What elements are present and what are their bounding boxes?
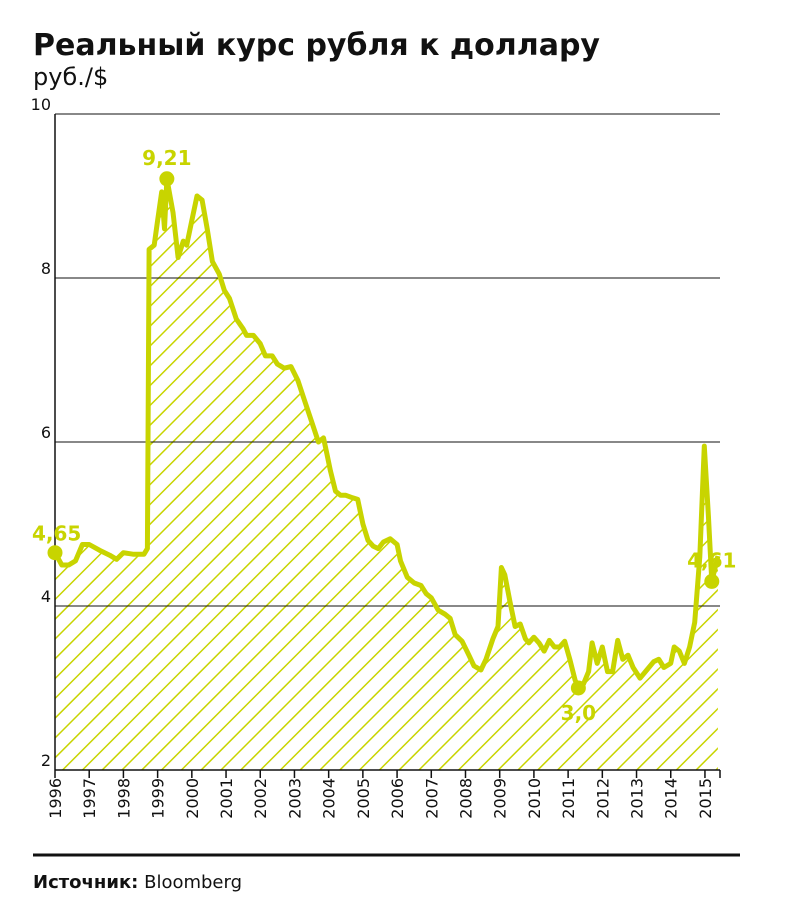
x-tick-label: 1999 [149, 778, 168, 819]
marker [704, 573, 720, 589]
x-tick-label: 2014 [662, 778, 681, 819]
x-tick-label: 1998 [114, 778, 133, 819]
chart-subtitle: руб./$ [33, 63, 108, 91]
x-tick-label: 1997 [80, 778, 99, 819]
x-tick-label: 2000 [183, 778, 202, 819]
y-tick-label: 6 [41, 423, 51, 442]
line [52, 176, 721, 691]
x-tick-label: 2004 [320, 778, 339, 819]
source: Источник: Bloomberg [33, 872, 242, 893]
value-label: 4,65 [32, 522, 81, 546]
x-tick-label: 2003 [285, 778, 304, 819]
x-tick-label: 2006 [388, 778, 407, 819]
y-tick-label: 8 [41, 259, 51, 278]
area [55, 178, 718, 771]
source-label: Источник: [33, 872, 138, 893]
chart-title: Реальный курс рубля к доллару [33, 28, 600, 63]
x-tick-label: 2001 [217, 778, 236, 819]
x-tick-label: 2008 [456, 778, 475, 819]
marker [159, 171, 175, 187]
x-tick-label: 2007 [422, 778, 441, 819]
marker [47, 545, 63, 561]
value-label: 3,0 [561, 701, 596, 725]
x-tick-label: 2002 [251, 778, 270, 819]
x-tick-label: 2012 [593, 778, 612, 819]
x-tick-label: 2013 [628, 778, 647, 819]
x-tick-label: 1996 [46, 778, 65, 819]
x-tick-label: 2009 [491, 778, 510, 819]
y-tick-label: 2 [41, 751, 51, 770]
value-label: 4,61 [687, 548, 736, 572]
x-tick-label: 2015 [696, 778, 715, 819]
source-text: Bloomberg [144, 872, 242, 893]
marker [570, 680, 586, 696]
y-tick-label: 10 [31, 95, 51, 114]
x-tick-label: 2005 [354, 778, 373, 819]
x-tick-label: 2010 [525, 778, 544, 819]
x-tick-label: 2011 [559, 778, 578, 819]
y-tick-label: 4 [41, 587, 51, 606]
value-label: 9,21 [142, 146, 191, 170]
